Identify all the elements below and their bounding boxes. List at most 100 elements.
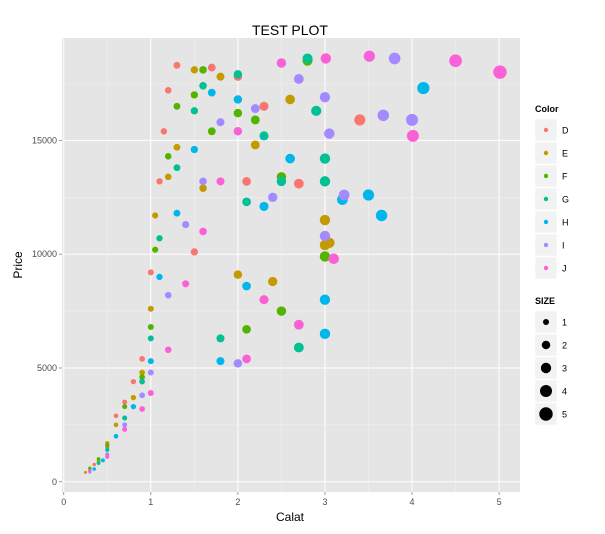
data-point-j: [199, 227, 207, 236]
data-point-j: [182, 280, 190, 288]
data-point-j: [88, 469, 92, 473]
data-point-h: [92, 467, 96, 471]
data-point-i: [182, 221, 190, 229]
data-point-f: [250, 115, 260, 125]
data-point-i: [147, 369, 154, 376]
legend-key-j: [543, 265, 549, 271]
data-point-g: [173, 164, 181, 172]
data-point-i: [199, 177, 207, 186]
data-point-g: [293, 342, 304, 353]
data-point-h: [207, 88, 216, 97]
data-point-j: [139, 406, 145, 412]
size-legend-label-5: 5: [562, 410, 567, 420]
data-point-f: [276, 306, 287, 316]
y-tick-label: 10000: [32, 249, 57, 259]
size-legend-key-1: [543, 319, 549, 325]
data-point-e: [199, 184, 207, 192]
y-tick-label: 5000: [37, 363, 57, 373]
data-points: [84, 50, 507, 474]
data-point-d: [113, 413, 119, 419]
data-point-j: [320, 53, 332, 64]
data-point-j: [493, 65, 507, 79]
data-point-i: [139, 392, 145, 399]
data-point-j: [328, 253, 339, 265]
data-point-g: [311, 105, 322, 116]
data-point-j: [406, 129, 419, 142]
data-point-h: [259, 201, 269, 211]
chart-title: TEST PLOT: [252, 22, 328, 38]
data-point-f: [105, 443, 110, 448]
data-point-j: [276, 58, 287, 68]
data-point-g: [139, 378, 145, 385]
y-axis-title: Price: [11, 251, 25, 279]
legend-key-e: [543, 150, 549, 156]
data-point-d: [147, 269, 154, 276]
data-point-j: [122, 426, 128, 432]
size-legend-label-2: 2: [562, 341, 567, 351]
data-point-h: [100, 458, 105, 463]
data-point-j: [259, 295, 269, 305]
data-point-j: [164, 346, 172, 354]
data-point-d: [190, 248, 199, 256]
data-point-e: [190, 66, 199, 74]
legend-key-g: [543, 196, 549, 202]
data-point-h: [319, 294, 331, 305]
data-point-j: [216, 177, 225, 186]
data-point-i: [164, 291, 172, 299]
data-point-d: [259, 101, 269, 111]
data-point-i: [233, 359, 243, 368]
data-point-f: [242, 324, 251, 334]
data-point-f: [173, 102, 181, 110]
data-point-d: [207, 63, 216, 72]
data-point-i: [293, 74, 304, 84]
color-legend-title: Color: [535, 104, 559, 114]
data-point-i: [268, 192, 278, 202]
data-point-h: [242, 281, 251, 291]
legend-key-d: [543, 127, 549, 133]
data-point-g: [242, 197, 251, 207]
data-point-e: [113, 422, 119, 428]
data-point-i: [338, 189, 350, 201]
data-point-h: [190, 145, 199, 154]
data-point-f: [207, 127, 216, 136]
data-point-g: [302, 53, 313, 64]
data-point-h: [156, 273, 163, 281]
data-point-h: [375, 209, 388, 222]
data-point-h: [216, 357, 225, 366]
size-legend-key-3: [540, 362, 552, 374]
data-point-e: [173, 143, 181, 151]
data-point-h: [362, 189, 375, 201]
data-point-g: [233, 70, 243, 79]
data-point-e: [216, 72, 225, 81]
color-legend: Color D E F G H I J: [534, 104, 569, 280]
data-point-g: [147, 335, 154, 342]
data-point-h: [233, 95, 243, 104]
legend-key-f: [543, 173, 549, 179]
data-point-f: [190, 91, 199, 99]
data-point-e: [147, 305, 154, 312]
data-point-i: [388, 52, 401, 65]
x-tick-label: 5: [497, 497, 502, 507]
x-tick-label: 1: [148, 497, 153, 507]
data-point-f: [233, 108, 243, 118]
data-point-h: [417, 81, 430, 95]
plot-panel: [62, 38, 520, 492]
data-point-d: [122, 399, 128, 405]
legend-label-j: J: [562, 264, 567, 274]
data-point-e: [285, 94, 295, 105]
y-tick-label: 0: [52, 477, 57, 487]
data-point-e: [164, 173, 172, 181]
data-point-i: [406, 113, 419, 126]
data-point-e: [130, 394, 137, 401]
data-point-i: [319, 230, 331, 242]
data-point-i: [122, 422, 128, 428]
data-point-f: [88, 466, 92, 470]
data-point-f: [96, 457, 101, 461]
data-point-g: [105, 447, 110, 453]
data-point-d: [156, 178, 163, 185]
size-legend-key-5: [539, 407, 553, 421]
data-point-j: [363, 50, 375, 62]
data-point-g: [190, 107, 199, 115]
data-point-d: [354, 114, 366, 126]
data-point-f: [139, 374, 145, 380]
